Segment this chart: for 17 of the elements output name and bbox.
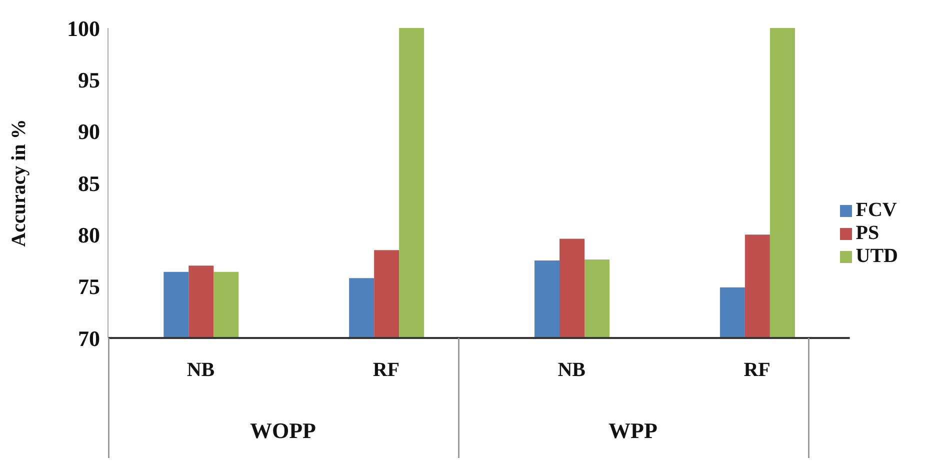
legend-label: FCV xyxy=(856,198,897,220)
legend-label: UTD xyxy=(856,244,898,266)
y-axis-title: Accuracy in % xyxy=(8,119,30,247)
y-tick-label: 90 xyxy=(78,119,100,144)
x-tick-label: NB xyxy=(186,359,215,381)
y-tick-label: 75 xyxy=(78,274,100,300)
x-tick-label: NB xyxy=(558,359,586,381)
y-tick-label: 100 xyxy=(67,16,100,41)
y-tick-label: 80 xyxy=(78,222,100,248)
text: WPP xyxy=(608,418,658,444)
x-tick-label: RF xyxy=(744,359,770,381)
y-tick-label: 85 xyxy=(78,170,100,196)
text: WOPP xyxy=(249,418,317,444)
y-tick-label: 70 xyxy=(78,326,100,351)
legend-label: PS xyxy=(856,222,880,244)
x-tick-label: RF xyxy=(372,359,400,381)
y-tick-label: 95 xyxy=(78,67,100,92)
